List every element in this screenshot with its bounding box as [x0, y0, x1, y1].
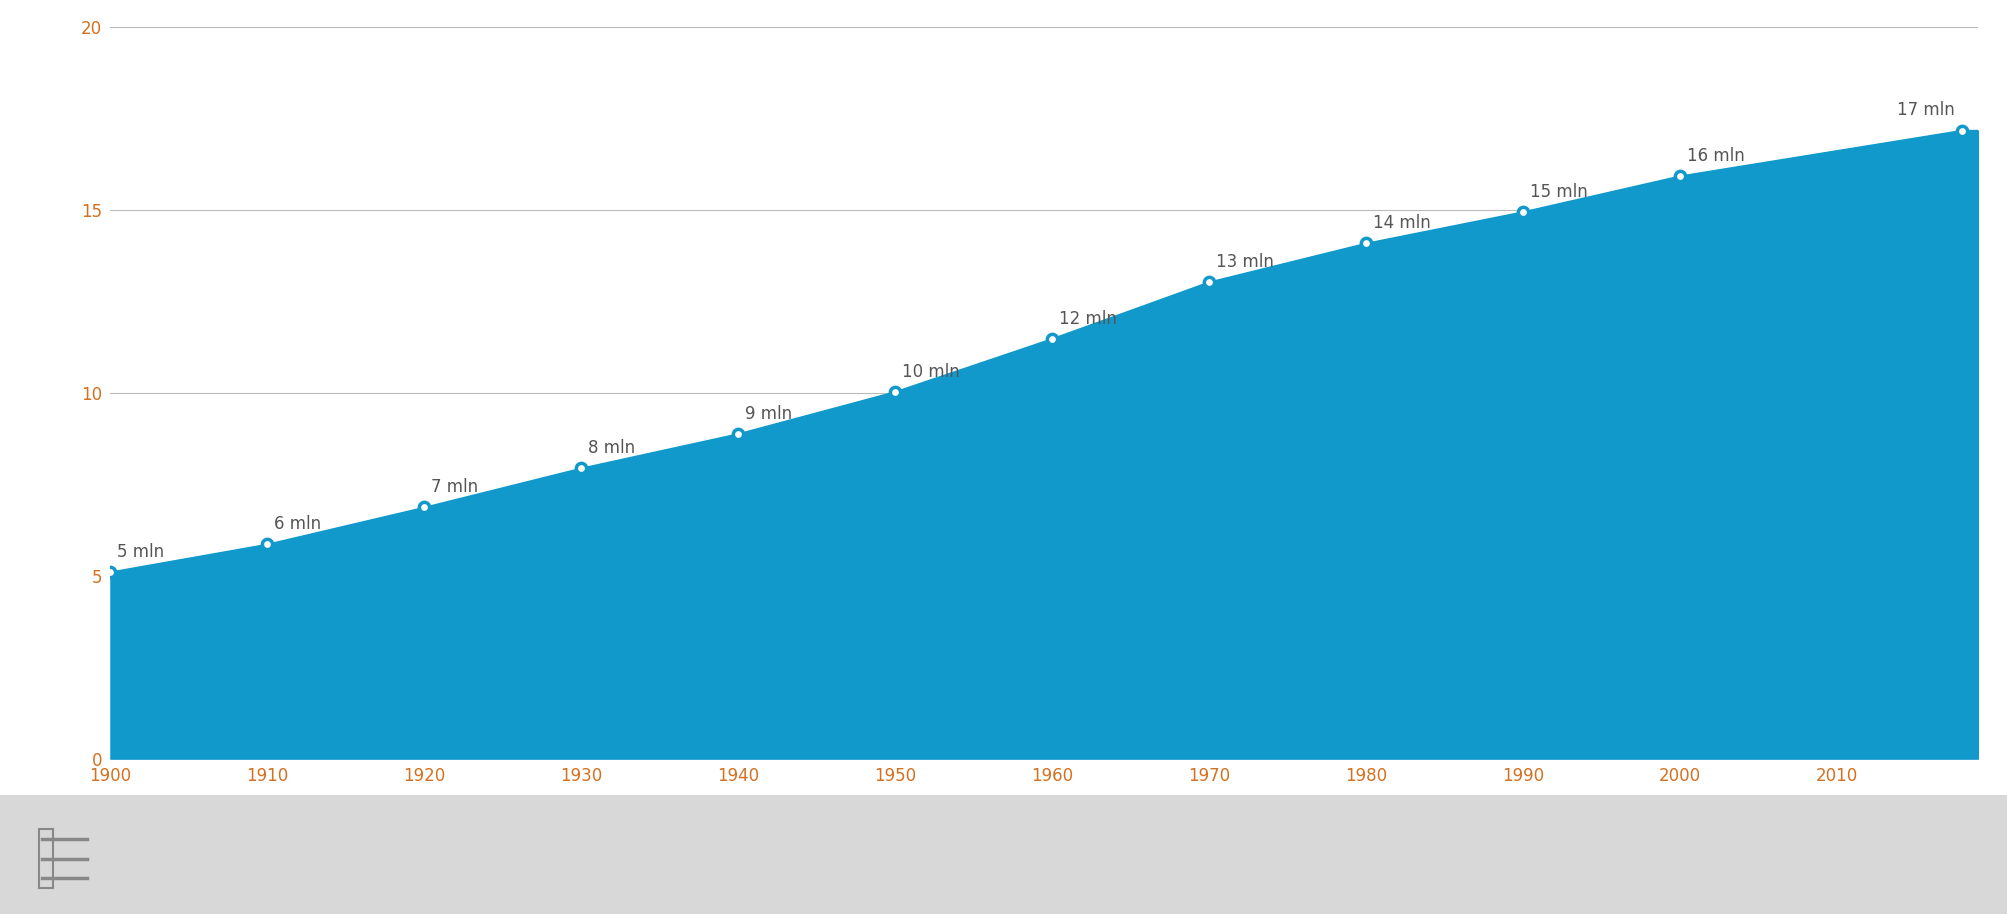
- Point: [1505, 205, 1537, 219]
- Point: [407, 500, 440, 515]
- Text: 15 mln: 15 mln: [1529, 183, 1588, 201]
- Text: 12 mln: 12 mln: [1058, 310, 1116, 328]
- Text: 8 mln: 8 mln: [588, 440, 634, 457]
- Text: x mln: x mln: [70, 0, 116, 2]
- Text: 16 mln: 16 mln: [1686, 147, 1744, 165]
- Point: [1349, 236, 1381, 250]
- Text: 5 mln: 5 mln: [116, 543, 165, 561]
- Point: [1036, 332, 1068, 346]
- Point: [1664, 169, 1696, 184]
- Point: [1192, 275, 1224, 290]
- Point: [879, 385, 911, 399]
- Text: 13 mln: 13 mln: [1216, 253, 1272, 271]
- Text: 7 mln: 7 mln: [432, 478, 478, 496]
- Text: 14 mln: 14 mln: [1373, 215, 1429, 232]
- Text: 10 mln: 10 mln: [901, 363, 959, 381]
- Point: [251, 537, 283, 552]
- Point: [94, 565, 126, 579]
- Point: [564, 461, 596, 475]
- Text: 9 mln: 9 mln: [745, 405, 793, 423]
- Point: [1945, 123, 1977, 138]
- Text: 17 mln: 17 mln: [1897, 101, 1955, 120]
- Point: [723, 427, 755, 441]
- Text: 6 mln: 6 mln: [275, 515, 321, 533]
- Bar: [38, 829, 52, 888]
